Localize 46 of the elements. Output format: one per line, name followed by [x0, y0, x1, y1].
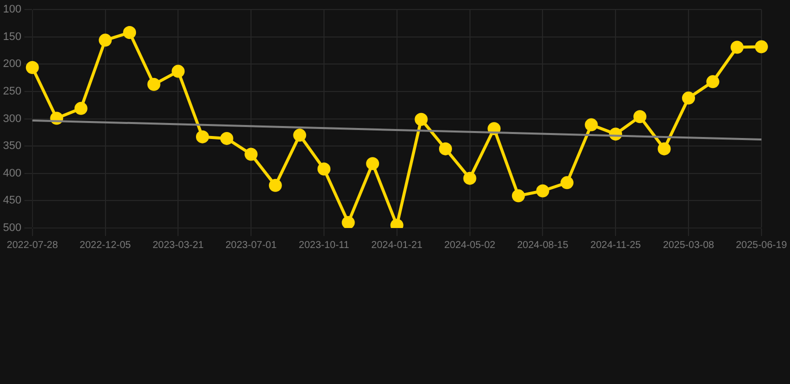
point [74, 102, 88, 115]
point [584, 118, 598, 132]
point [147, 78, 160, 91]
point [414, 112, 428, 126]
point [633, 110, 646, 124]
point [754, 40, 768, 54]
point [268, 178, 282, 192]
point [293, 128, 306, 142]
point [512, 189, 525, 202]
point [706, 75, 720, 88]
point [98, 34, 112, 47]
point [220, 132, 234, 145]
point [536, 184, 550, 198]
point [342, 216, 355, 228]
y-tick-label: 400 [2, 167, 22, 180]
point [123, 26, 136, 40]
y-tick-label: 500 [2, 222, 22, 234]
x-tick-label: 2024-05-02 [444, 240, 496, 251]
point [196, 130, 209, 144]
x-tick-label: 2025-06-19 [736, 240, 788, 251]
point [366, 157, 380, 170]
point [172, 64, 185, 78]
y-tick-label: 350 [2, 140, 22, 152]
x-tick-label: 2024-11-25 [590, 240, 642, 251]
y-tick-label: 150 [2, 30, 22, 43]
point [560, 176, 574, 190]
point [317, 162, 330, 176]
point [438, 142, 452, 156]
point [463, 172, 476, 185]
x-tick-label: 2024-08-15 [517, 240, 569, 251]
x-tick-label: 2022-12-05 [80, 240, 132, 251]
y-tick-label: 300 [2, 112, 22, 125]
y-tick-label: 100 [2, 4, 22, 16]
y-tick-label: 250 [2, 86, 22, 98]
point [730, 40, 744, 54]
x-tick-label: 2022-07-28 [6, 240, 58, 251]
x-tick-label: 2023-10-11 [298, 240, 350, 251]
x-tick-label: 2025-03-08 [662, 240, 715, 251]
y-tick-label: 200 [2, 58, 22, 70]
point [244, 148, 258, 161]
y-tick-label: 450 [2, 194, 22, 207]
x-tick-label: 2024-01-21 [371, 240, 423, 251]
x-tick-label: 2023-03-21 [152, 240, 204, 251]
point [682, 92, 696, 105]
point [658, 142, 671, 156]
x-tick-label: 2023-07-01 [225, 240, 278, 251]
